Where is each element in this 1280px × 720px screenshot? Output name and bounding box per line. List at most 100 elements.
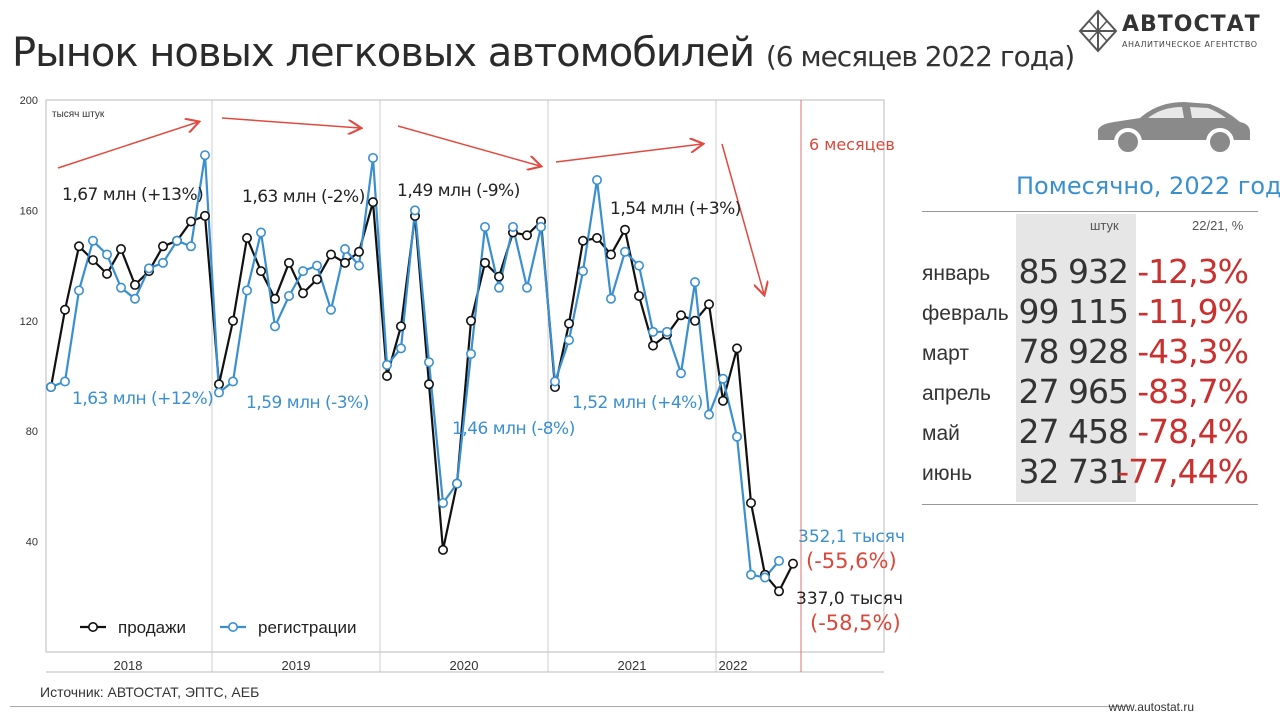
year-label: 2020: [450, 658, 479, 673]
sales-point: [116, 244, 127, 255]
trend-arrow: [555, 144, 702, 163]
row-month: май: [922, 422, 960, 445]
table-header-pct: 22/21, %: [1192, 218, 1244, 233]
sales-point: [619, 224, 630, 235]
sales-point: [200, 210, 211, 221]
sales-point: [479, 257, 490, 268]
sales-point: [228, 315, 239, 326]
registration-point: [703, 409, 714, 420]
sales-2022-pct: (-58,5%): [810, 611, 901, 635]
trend-arrow: [221, 117, 360, 128]
trend-arrow: [397, 125, 540, 166]
row-value: 32 731: [1018, 452, 1129, 491]
sales-point: [283, 257, 294, 268]
table-row: март 78 928 -43,3%: [922, 332, 1258, 372]
registration-point: [311, 260, 322, 271]
y-tick-label: 160: [20, 205, 38, 217]
sales-point: [591, 233, 602, 244]
row-pct: -11,9%: [1137, 292, 1249, 331]
row-month: март: [922, 342, 969, 365]
sales-point: [242, 233, 253, 244]
sales-point: [773, 586, 784, 597]
registration-point: [465, 348, 476, 359]
y-axis-label: тысяч штук: [52, 109, 105, 120]
registration-point: [130, 293, 141, 304]
registration-point: [773, 555, 784, 566]
registration-point: [269, 321, 280, 332]
registration-point: [381, 359, 392, 370]
row-month: июнь: [922, 462, 973, 485]
footer-divider: [10, 706, 1130, 707]
row-pct: -12,3%: [1137, 252, 1249, 291]
registration-point: [535, 221, 546, 232]
sales-point: [521, 230, 532, 241]
sales-annotation: 1,49 млн (-9%): [397, 181, 520, 201]
row-value: 85 932: [1018, 252, 1129, 291]
registration-point: [228, 376, 239, 387]
registration-annotation: 1,59 млн (-3%): [246, 393, 369, 413]
registration-point: [409, 205, 420, 216]
site-link[interactable]: www.autostat.ru: [1108, 700, 1194, 714]
row-pct: -43,3%: [1137, 332, 1249, 371]
year-label: 2021: [618, 658, 647, 673]
registration-point: [367, 152, 378, 163]
registration-point: [437, 497, 448, 508]
registration-point: [689, 277, 700, 288]
registration-point: [717, 373, 728, 384]
sales-point: [437, 544, 448, 555]
registration-point: [339, 244, 350, 255]
registration-point: [549, 376, 560, 387]
registration-point: [395, 343, 406, 354]
six-month-marker-label: 6 месяцев: [809, 135, 895, 154]
table-row: январь 85 932 -12,3%: [922, 252, 1258, 292]
registration-annotation: 1,46 млн (-8%): [452, 419, 575, 439]
legend-swatch-marker: [88, 621, 99, 632]
car-icon: [1098, 102, 1250, 156]
registration-point: [102, 249, 113, 260]
registration-point: [325, 304, 336, 315]
sales-point: [675, 310, 686, 321]
sales-annotation: 1,67 млн (+13%): [62, 185, 203, 205]
table-divider-top: [922, 211, 1258, 212]
registration-point: [493, 282, 504, 293]
title-subtitle: (6 месяцев 2022 года): [765, 40, 1075, 73]
table-header-units: штук: [1090, 218, 1119, 233]
row-pct: -77,44%: [1117, 452, 1249, 491]
registration-point: [283, 290, 294, 301]
row-month: февраль: [922, 302, 1009, 325]
sales-point: [353, 246, 364, 257]
sales-point: [214, 379, 225, 390]
trend-arrow: [721, 143, 764, 294]
sales-point: [703, 299, 714, 310]
registration-point: [200, 150, 211, 161]
legend-swatch-marker: [228, 621, 239, 632]
sales-point: [745, 497, 756, 508]
table-row: февраль 99 115 -11,9%: [922, 292, 1258, 332]
registration-point: [731, 431, 742, 442]
registration-point: [59, 376, 70, 387]
registration-point: [563, 335, 574, 346]
sales-point: [186, 216, 197, 227]
registration-point: [88, 235, 99, 246]
sales-point: [717, 395, 728, 406]
registrations-2022-pct: (-55,6%): [806, 549, 897, 573]
sales-point: [493, 271, 504, 282]
registration-point: [214, 387, 225, 398]
sales-point: [633, 290, 644, 301]
title-main: Рынок новых легковых автомобилей: [12, 30, 755, 76]
registration-point: [242, 285, 253, 296]
y-tick-label: 40: [26, 537, 38, 549]
table-row: июнь 32 731 -77,44%: [922, 452, 1258, 492]
sales-point: [395, 321, 406, 332]
registration-point: [172, 235, 183, 246]
plot-frame: [45, 99, 885, 653]
registration-point: [521, 282, 532, 293]
year-label: 2022: [719, 658, 748, 673]
sales-point: [605, 249, 616, 260]
table-divider-bottom: [922, 504, 1258, 505]
sales-point: [339, 257, 350, 268]
registration-point: [745, 569, 756, 580]
registration-point: [759, 572, 770, 583]
sales-point: [787, 558, 798, 569]
source-note: Источник: АВТОСТАТ, ЭПТС, АЕБ: [40, 684, 260, 700]
